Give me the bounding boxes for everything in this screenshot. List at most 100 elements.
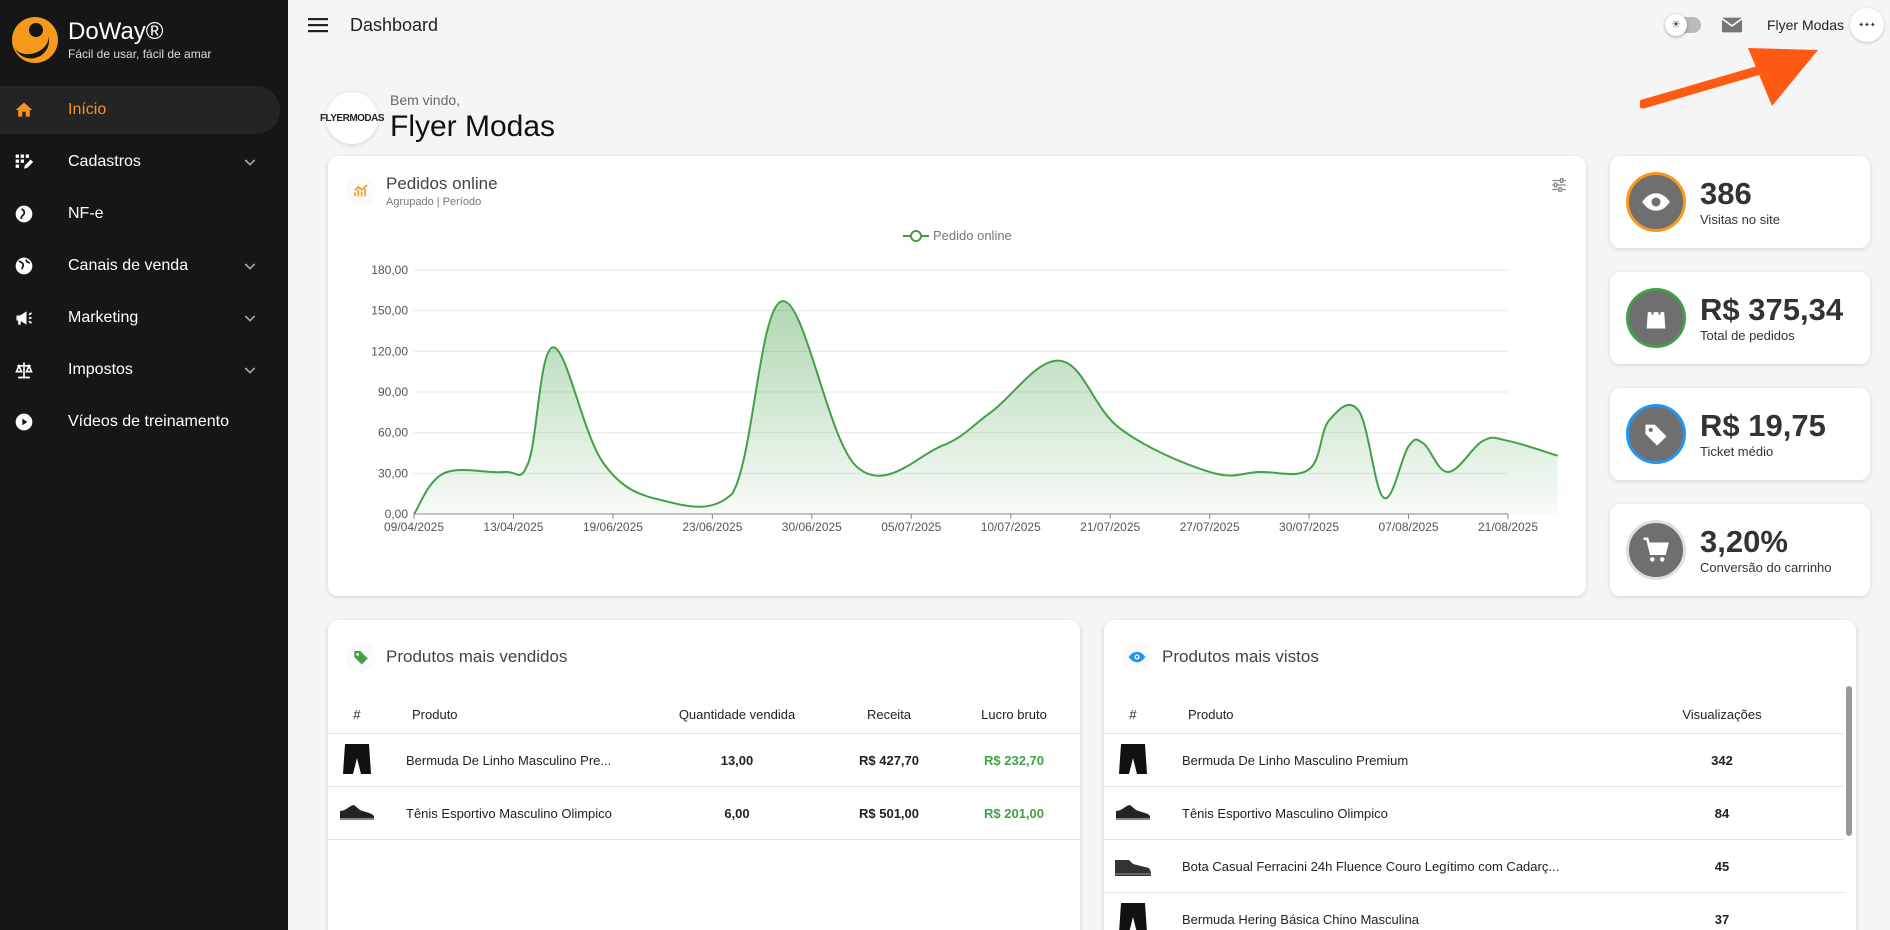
column-header[interactable]: Lucro bruto xyxy=(981,707,1047,722)
chevron-down-icon[interactable] xyxy=(242,258,258,274)
compass-icon xyxy=(14,204,34,224)
stat-card-ticket: R$ 19,75 Ticket médio xyxy=(1610,388,1870,480)
column-header[interactable]: Receita xyxy=(866,707,912,722)
column-header[interactable]: Produto xyxy=(1188,707,1234,722)
sidebar-item-label: Cadastros xyxy=(68,153,141,170)
user-avatar[interactable]: ✦✦✦ xyxy=(1850,8,1884,42)
column-header[interactable]: Visualizações xyxy=(1682,707,1762,722)
eye-icon xyxy=(1122,642,1152,672)
stat-value: 3,20% xyxy=(1700,523,1788,559)
sidebar-nav: Início Cadastros NF-e Canais de venda Ma… xyxy=(0,86,288,446)
x-tick-label: 10/07/2025 xyxy=(981,520,1041,534)
product-name: Bermuda Hering Básica Chino Masculina xyxy=(1182,911,1420,927)
column-header[interactable]: # xyxy=(353,707,361,722)
x-tick-label: 05/07/2025 xyxy=(881,520,941,534)
x-tick-label: 30/07/2025 xyxy=(1279,520,1339,534)
gross-profit: R$ 201,00 xyxy=(984,805,1044,821)
sidebar-item-cadastros[interactable]: Cadastros xyxy=(0,138,280,186)
revenue: R$ 427,70 xyxy=(859,752,919,768)
store-logo: FLYERMODAS xyxy=(320,92,385,144)
table-row[interactable]: Tênis Esportivo Masculino Olimpico 84 xyxy=(1104,787,1844,840)
table-header-row: # Produto Quantidade vendida Receita Luc… xyxy=(328,696,1080,734)
y-tick-label: 0,00 xyxy=(385,507,409,521)
sneaker-icon xyxy=(337,793,377,833)
filter-settings-icon[interactable] xyxy=(1550,176,1568,194)
sidebar-item-label: Vídeos de treinamento xyxy=(68,413,229,430)
trend-icon xyxy=(346,176,376,206)
product-name: Bota Casual Ferracini 24h Fluence Couro … xyxy=(1182,858,1560,874)
x-tick-label: 07/08/2025 xyxy=(1379,520,1439,534)
sidebar-item-marketing[interactable]: Marketing xyxy=(0,294,280,342)
table-row[interactable]: Tênis Esportivo Masculino Olimpico 6,00 … xyxy=(328,787,1080,840)
menu-icon[interactable] xyxy=(308,17,328,33)
eye-icon xyxy=(1626,172,1686,232)
table-row[interactable]: Bermuda De Linho Masculino Premium 342 xyxy=(1104,734,1844,787)
globe-icon xyxy=(14,256,34,276)
x-tick-label: 27/07/2025 xyxy=(1180,520,1240,534)
stat-card-visits: 386 Visitas no site xyxy=(1610,156,1870,248)
x-tick-label: 19/06/2025 xyxy=(583,520,643,534)
y-tick-label: 120,00 xyxy=(371,344,408,358)
boot-icon xyxy=(1113,846,1153,886)
view-count: 342 xyxy=(1711,752,1733,768)
page-title: Dashboard xyxy=(350,14,439,35)
view-count: 84 xyxy=(1714,805,1730,821)
x-tick-label: 21/08/2025 xyxy=(1478,520,1538,534)
stat-value: 386 xyxy=(1700,175,1752,211)
column-header[interactable]: # xyxy=(1129,707,1137,722)
stat-value: R$ 19,75 xyxy=(1700,407,1826,443)
x-tick-label: 09/04/2025 xyxy=(384,520,444,534)
tag-icon xyxy=(1626,404,1686,464)
x-tick-label: 13/04/2025 xyxy=(483,520,543,534)
doway-logo-icon xyxy=(12,17,58,63)
column-header[interactable]: Quantidade vendida xyxy=(678,707,796,722)
orders-chart-card: 0,00 30,00 60,00 90,00 120,00 150,00 180,00 09/… xyxy=(328,156,1586,596)
sidebar: DoWay® Fácil de usar, fácil de amar Iníc… xyxy=(0,0,288,930)
orders-card-title: Pedidos online xyxy=(386,174,498,193)
theme-toggle[interactable]: ☀ xyxy=(1664,14,1701,36)
brand[interactable]: DoWay® Fácil de usar, fácil de amar xyxy=(0,0,288,80)
cart-icon xyxy=(1626,520,1686,580)
orders-card-subtitle: Agrupado | Período xyxy=(386,196,482,208)
sidebar-item-label: NF-e xyxy=(68,205,104,222)
x-tick-label: 23/06/2025 xyxy=(682,520,742,534)
shorts-icon xyxy=(1113,740,1153,780)
sidebar-item-label: Marketing xyxy=(68,309,139,326)
table-row[interactable]: Bota Casual Ferracini 24h Fluence Couro … xyxy=(1104,840,1844,893)
revenue: R$ 501,00 xyxy=(859,805,919,821)
table-row[interactable]: Bermuda Hering Básica Chino Masculina 37 xyxy=(1104,893,1844,930)
scrollbar[interactable] xyxy=(1846,686,1852,836)
stat-label: Ticket médio xyxy=(1700,443,1774,459)
stat-label: Visitas no site xyxy=(1700,211,1780,227)
chevron-down-icon[interactable] xyxy=(242,362,258,378)
product-name: Bermuda De Linho Masculino Pre... xyxy=(406,752,612,768)
mail-icon[interactable] xyxy=(1721,16,1743,34)
sidebar-item-nfe[interactable]: NF-e xyxy=(0,190,280,238)
chevron-down-icon[interactable] xyxy=(242,154,258,170)
column-header[interactable]: Produto xyxy=(412,707,458,722)
sidebar-item-inicio[interactable]: Início xyxy=(0,86,280,134)
sidebar-item-label: Canais de venda xyxy=(68,257,189,274)
tag-icon xyxy=(346,642,376,672)
stat-value: R$ 375,34 xyxy=(1700,291,1844,327)
product-name: Bermuda De Linho Masculino Premium xyxy=(1182,752,1409,768)
sidebar-item-videos[interactable]: Vídeos de treinamento xyxy=(0,398,280,446)
table-row[interactable]: Bermuda De Linho Masculino Pre... 13,00 … xyxy=(328,734,1080,787)
most-viewed-title: Produtos mais vistos xyxy=(1162,647,1319,666)
legend-label: Pedido online xyxy=(933,228,1012,243)
megaphone-icon xyxy=(14,308,34,328)
home-icon xyxy=(14,100,34,120)
sidebar-item-canais-de-venda[interactable]: Canais de venda xyxy=(0,242,280,290)
sun-icon: ☀ xyxy=(1664,14,1687,36)
chevron-down-icon[interactable] xyxy=(242,310,258,326)
user-name[interactable]: Flyer Modas xyxy=(1766,17,1844,33)
sidebar-item-label: Início xyxy=(68,101,107,118)
sidebar-item-impostos[interactable]: Impostos xyxy=(0,346,280,394)
stat-label: Conversão do carrinho xyxy=(1700,559,1832,575)
chart-legend[interactable]: Pedido online xyxy=(903,228,1012,243)
quantity-sold: 6,00 xyxy=(724,805,750,821)
shorts-icon xyxy=(337,740,377,780)
y-tick-label: 30,00 xyxy=(378,466,408,480)
y-tick-label: 180,00 xyxy=(371,263,408,277)
orders-chart: 0,00 30,00 60,00 90,00 120,00 150,00 180,00 09/… xyxy=(371,263,1559,534)
